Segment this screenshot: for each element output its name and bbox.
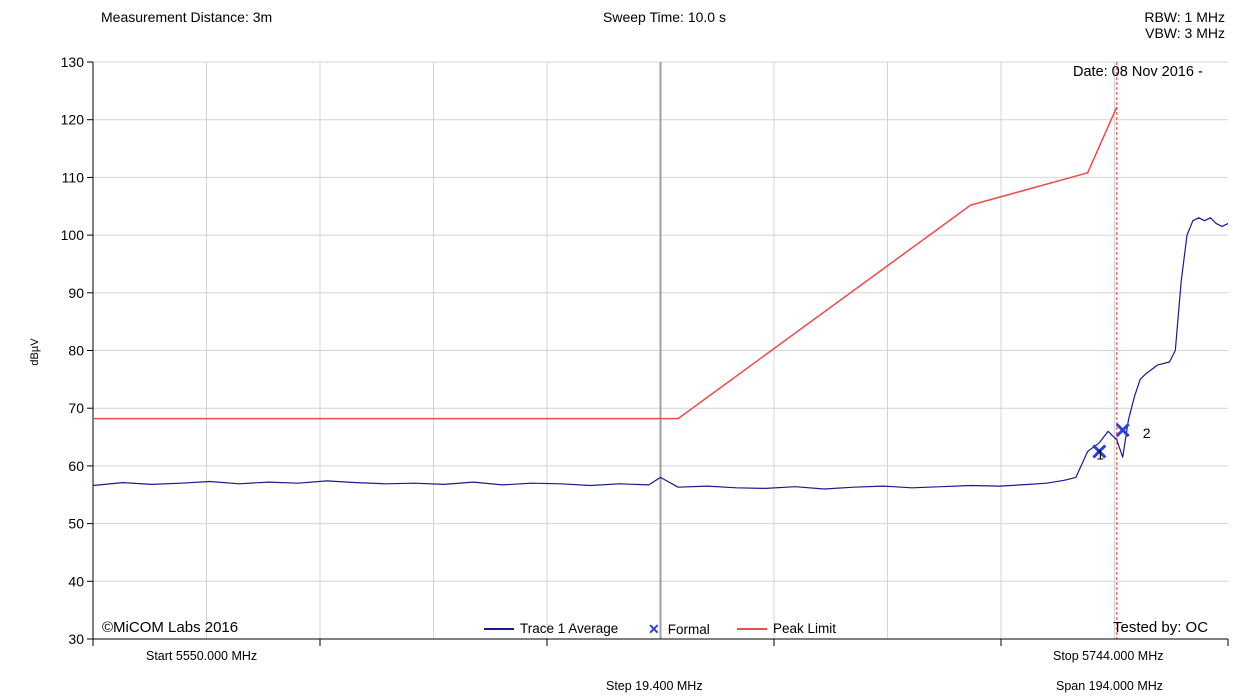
legend-limit-swatch xyxy=(737,627,767,630)
bandwidth-settings: RBW: 1 MHz VBW: 3 MHz xyxy=(1144,9,1225,41)
tested-by-text: Tested by: OC xyxy=(1113,619,1209,636)
y-tick-label: 110 xyxy=(62,169,85,185)
plot-axes: 30 40 50 60 70 80 90 100 110 120 130 dBµV xyxy=(29,54,1229,647)
y-tick-label: 50 xyxy=(68,516,84,532)
y-tick-label: 80 xyxy=(68,343,84,359)
start-frequency: Start 5550.000 MHz xyxy=(146,649,258,663)
plot-series xyxy=(92,106,1229,490)
marker-stroke xyxy=(1092,444,1107,459)
copyright-text: ©MiCOM Labs 2016 xyxy=(102,619,239,636)
legend-trace-label: Trace 1 Average xyxy=(520,621,619,636)
y-tick-label: 100 xyxy=(61,227,85,243)
peak-limit-line xyxy=(93,106,1118,420)
rbw-label: RBW: 1 MHz xyxy=(1144,9,1225,25)
stop-frequency: Stop 5744.000 MHz xyxy=(1053,649,1164,663)
step-frequency: Step 19.400 MHz xyxy=(606,679,703,693)
plot-markers: 12 xyxy=(1092,423,1151,462)
marker-label: 2 xyxy=(1143,425,1151,441)
span-frequency: Span 194.000 MHz xyxy=(1056,679,1164,693)
legend-formal-label: Formal xyxy=(667,622,710,637)
legend-formal: ✕ Formal xyxy=(648,621,710,638)
date-annotation: Date: 08 Nov 2016 - xyxy=(1073,64,1203,80)
sweep-time-label: Sweep Time: 10.0 s xyxy=(603,9,726,25)
y-tick-label: 120 xyxy=(61,112,85,128)
x-marker-icon: ✕ xyxy=(648,621,660,637)
legend-trace-swatch xyxy=(484,627,514,630)
trace-average-line xyxy=(92,217,1229,490)
y-tick-label: 30 xyxy=(68,631,84,647)
legend-limit-label: Peak Limit xyxy=(773,621,837,636)
vbw-label: VBW: 3 MHz xyxy=(1145,25,1225,41)
y-tick-label: 60 xyxy=(68,458,84,474)
measurement-distance-label: Measurement Distance: 3m xyxy=(101,9,273,25)
marker-label: 1 xyxy=(1096,446,1104,462)
marker-stroke xyxy=(1115,423,1130,438)
y-axis-label: dBµV xyxy=(29,338,41,366)
y-tick-label: 70 xyxy=(68,400,84,416)
y-tick-label: 40 xyxy=(68,573,84,589)
formal-marker xyxy=(1092,444,1107,459)
formal-marker xyxy=(1115,423,1130,438)
legend-trace: Trace 1 Average xyxy=(484,621,618,636)
y-tick-label: 130 xyxy=(61,54,85,70)
plot-grid xyxy=(93,61,1228,639)
y-tick-label: 90 xyxy=(68,285,84,301)
legend-limit: Peak Limit xyxy=(737,621,836,636)
